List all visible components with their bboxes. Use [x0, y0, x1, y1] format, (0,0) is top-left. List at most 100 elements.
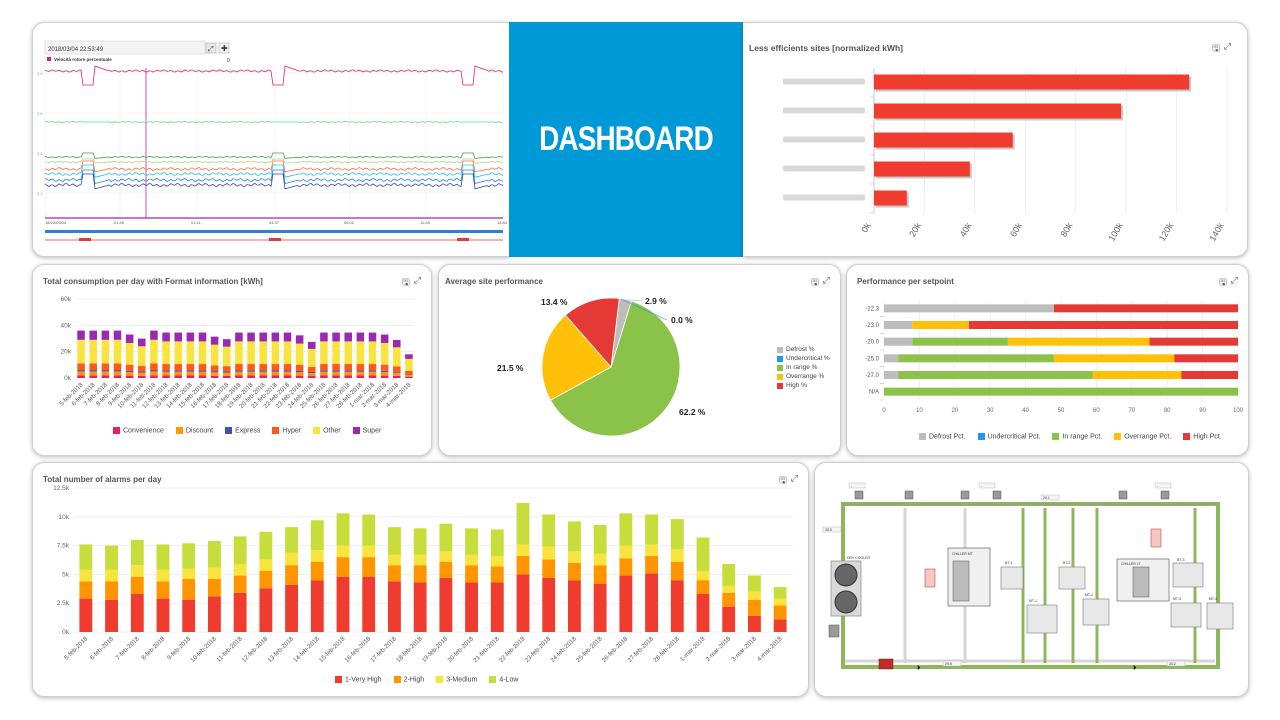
consumption-bar-segment — [113, 370, 122, 372]
legend-item[interactable]: Super — [352, 427, 381, 434]
consumption-bar-segment — [210, 336, 219, 345]
consumption-bar-segment — [150, 370, 158, 372]
legend-item[interactable]: 1-Very High — [335, 676, 382, 683]
legend-item[interactable]: Convenience — [113, 427, 164, 434]
consumption-bar-segment — [113, 371, 122, 376]
legend-item[interactable]: Undercritical Pct. — [977, 433, 1041, 441]
alarms-bar-segment — [516, 574, 530, 632]
save-icon[interactable]: 🖫 — [1212, 43, 1220, 53]
consumption-bar-segment — [125, 375, 134, 378]
setpoint-bar-segment — [1149, 337, 1238, 346]
legend-item[interactable]: Undercritical % — [777, 354, 830, 363]
consumption-bar-segment — [308, 348, 316, 367]
legend-item[interactable]: High Pct. — [1183, 433, 1222, 441]
valve-icon — [992, 490, 1002, 500]
legend-item[interactable]: 2-High — [393, 676, 425, 684]
sites-category-label-blurred — [783, 107, 865, 114]
setpoint-bar-segment — [912, 321, 969, 329]
legend-label: Other — [323, 427, 341, 435]
legend-item[interactable]: In range Pct. — [1052, 433, 1102, 440]
save-icon[interactable]: 🖫 — [402, 277, 410, 287]
alarms-x-tick: 2-mar-2018 — [705, 635, 733, 663]
expand-icon[interactable]: ⤢ — [790, 473, 798, 483]
legend-label: High Pct. — [1193, 433, 1222, 441]
consumption-bar-segment — [235, 371, 243, 376]
alarms-bar-segment — [439, 577, 453, 632]
legend-item[interactable]: High % — [777, 381, 830, 390]
legend-item[interactable]: In range % — [777, 363, 830, 372]
consumption-bar-segment — [198, 375, 207, 378]
legend-item[interactable]: Express — [225, 427, 260, 434]
consumption-bar-segment — [89, 330, 97, 340]
legend-swatch — [489, 676, 497, 683]
consumption-bar-segment — [235, 370, 243, 372]
chiller-mt-body — [952, 560, 970, 602]
alarms-bar-segment — [130, 593, 144, 632]
legend-item[interactable]: Overrange % — [777, 372, 830, 381]
consumption-bar-segment — [198, 371, 207, 376]
alarms-x-tick: 24-feb-2018 — [549, 635, 578, 664]
trend-scrollbar[interactable] — [45, 230, 503, 233]
legend-item[interactable]: 3-Medium — [436, 676, 477, 683]
save-icon[interactable]: 🖫 — [811, 277, 819, 287]
legend-item[interactable]: Defrost Pct. — [919, 433, 966, 440]
consumption-y-tick: 40k — [61, 322, 72, 329]
expand-icon[interactable]: ⤢ — [822, 275, 830, 285]
alarms-bar-segment — [568, 521, 581, 552]
sites-x-tick: 0k — [859, 221, 873, 235]
setpoint-y-tick: -23.0 — [865, 323, 879, 329]
expand-icon[interactable]: ⤢ — [1223, 41, 1231, 51]
alarms-x-tick: 5-feb-2018 — [63, 635, 90, 662]
legend-item[interactable]: 4-Low — [489, 676, 518, 683]
setpoint-x-tick: 80 — [1164, 408, 1171, 414]
alarms-bar-segment — [310, 561, 324, 581]
setpoint-bar-segment — [912, 337, 1008, 346]
consumption-bar-segment — [210, 344, 219, 366]
alarms-x-tick: 7-feb-2018 — [115, 635, 142, 662]
trend-y-label: 0.4 — [37, 151, 43, 156]
save-icon[interactable]: 🖫 — [1219, 277, 1227, 287]
trend-event-marker — [457, 238, 469, 241]
expand-icon[interactable] — [205, 42, 217, 54]
sites-x-tick: 120k — [1157, 221, 1176, 243]
setpoint-bar-segment — [898, 354, 1054, 363]
legend-item[interactable]: Hyper — [272, 427, 301, 434]
trend-series-line — [44, 65, 504, 86]
alarms-bar-segment — [362, 576, 376, 632]
move-icon[interactable] — [218, 42, 230, 54]
setpoint-x-tick: 20 — [951, 408, 958, 414]
alarms-bar-segment — [413, 554, 427, 566]
expand-icon[interactable]: ⤢ — [1230, 275, 1238, 285]
setpoint-title: Performance per setpoint — [857, 277, 954, 286]
trend-series-line — [44, 160, 504, 173]
legend-label: Undercritical Pct. — [987, 433, 1041, 441]
alarms-bar-segment — [388, 581, 401, 632]
alarms-y-tick: 0k — [62, 629, 70, 636]
setpoint-bar-segment — [884, 337, 913, 346]
consumption-bar-segment — [77, 371, 85, 376]
consumption-bar-segment — [210, 375, 219, 378]
consumption-bar-segment — [77, 363, 85, 371]
legend-label: High % — [786, 382, 807, 389]
expand-icon[interactable]: ⤢ — [413, 275, 421, 285]
alarms-bar-segment — [208, 579, 221, 597]
legend-item[interactable]: Discount — [175, 427, 213, 434]
sites-x-tick: 140k — [1207, 221, 1226, 243]
legend-item[interactable]: Defrost % — [777, 345, 830, 354]
legend-item[interactable]: Other — [313, 427, 341, 434]
consumption-bar-segment — [138, 338, 146, 347]
consumption-bar-segment — [101, 370, 110, 372]
legend-swatch — [777, 346, 783, 353]
sites-x-tick: 60k — [1008, 221, 1024, 239]
legend-swatch — [777, 373, 783, 380]
save-icon[interactable]: 🖫 — [779, 475, 787, 485]
consumption-bar-segment — [356, 371, 365, 376]
legend-label: 2-High — [403, 676, 425, 684]
legend-label: 3-Medium — [446, 676, 478, 684]
alarms-x-tick: 15-feb-2018 — [318, 635, 347, 664]
legend-label: Defrost % — [786, 346, 815, 353]
sites-category-label-blurred — [783, 194, 865, 201]
legend-item[interactable]: Overrange Pct. — [1114, 433, 1171, 440]
consumption-bar-segment — [356, 332, 365, 342]
sites-x-tick: 40k — [958, 221, 974, 239]
